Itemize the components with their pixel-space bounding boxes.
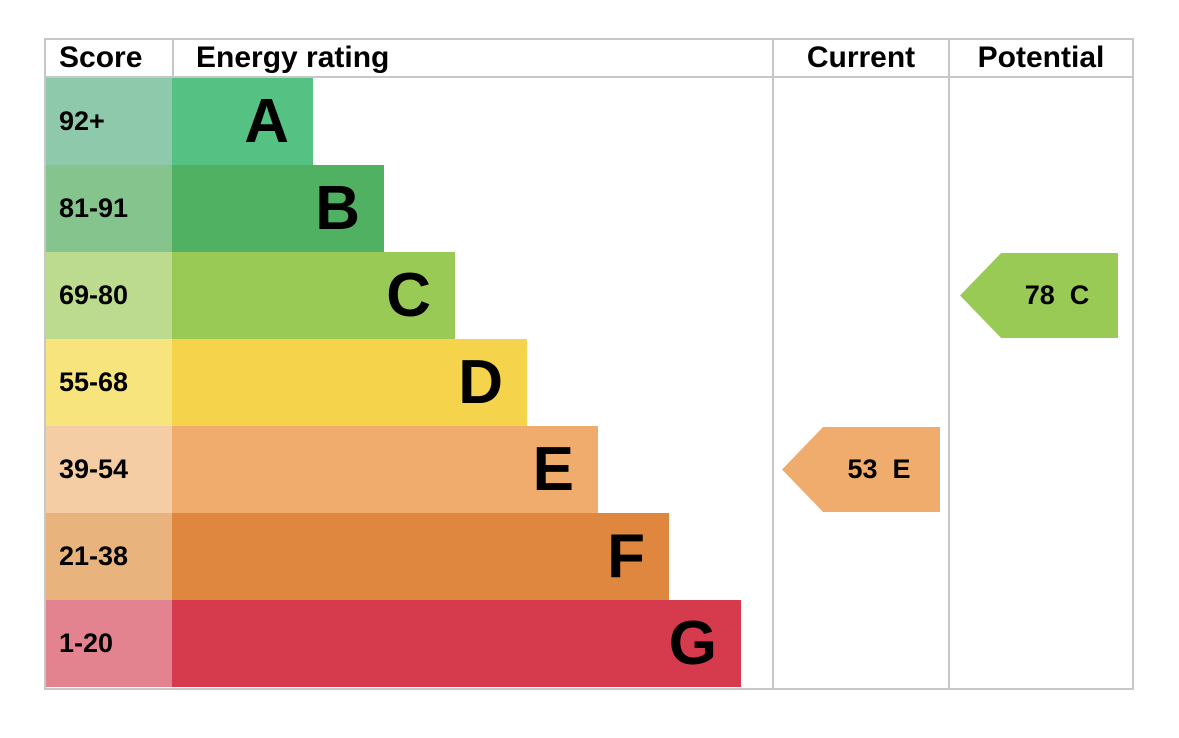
band-bar-d: D (172, 339, 527, 426)
band-letter-g: G (668, 609, 717, 678)
score-cell-f: 21-38 (46, 513, 172, 600)
band-bar-e: E (172, 426, 598, 513)
band-row-f: 21-38 F (46, 513, 1132, 600)
header-potential: Potential (977, 41, 1105, 74)
band-letter-c: C (386, 261, 431, 330)
band-row-d: 55-68 D (46, 339, 1132, 426)
score-cell-d: 55-68 (46, 339, 172, 426)
band-row-a: 92+ A (46, 78, 1132, 165)
score-column-divider (172, 38, 174, 78)
table-left-border (44, 38, 46, 690)
band-row-b: 81-91 B (46, 165, 1132, 252)
band-row-g: 1-20 G (46, 600, 1132, 687)
table-right-border (1132, 38, 1134, 690)
band-bar-g: G (172, 600, 741, 687)
header-divider (44, 76, 1134, 78)
score-cell-c: 69-80 (46, 252, 172, 339)
band-bar-c: C (172, 252, 455, 339)
score-cell-a: 92+ (46, 78, 172, 165)
potential-column-divider (948, 38, 950, 690)
current-rating-band: E (892, 454, 911, 484)
band-bar-a: A (172, 78, 313, 165)
potential-rating-band: C (1069, 280, 1090, 310)
band-letter-f: F (607, 522, 645, 591)
band-rows: 92+ A 81-91 B 69-80 C 55-68 D 39-54 E 21-38 F 1-20 G (46, 78, 1132, 687)
band-row-e: 39-54 E (46, 426, 1132, 513)
header-current: Current (806, 41, 916, 74)
table-top-border (44, 38, 1134, 40)
band-letter-a: A (244, 87, 289, 156)
band-letter-d: D (458, 348, 503, 417)
band-bar-f: F (172, 513, 669, 600)
band-letter-b: B (315, 174, 360, 243)
header-score: Score (59, 41, 143, 74)
epc-rating-chart: Score Energy rating Current Potential 92… (44, 38, 1134, 692)
header-energy-rating: Energy rating (196, 41, 390, 74)
score-cell-g: 1-20 (46, 600, 172, 687)
score-cell-e: 39-54 (46, 426, 172, 513)
score-cell-b: 81-91 (46, 165, 172, 252)
band-letter-e: E (532, 435, 574, 504)
current-column-divider (772, 38, 774, 690)
potential-rating-value: 78 (1024, 280, 1055, 310)
band-bar-b: B (172, 165, 384, 252)
band-row-c: 69-80 C (46, 252, 1132, 339)
current-rating-value: 53 (847, 454, 878, 484)
table-bottom-border (44, 688, 1134, 690)
